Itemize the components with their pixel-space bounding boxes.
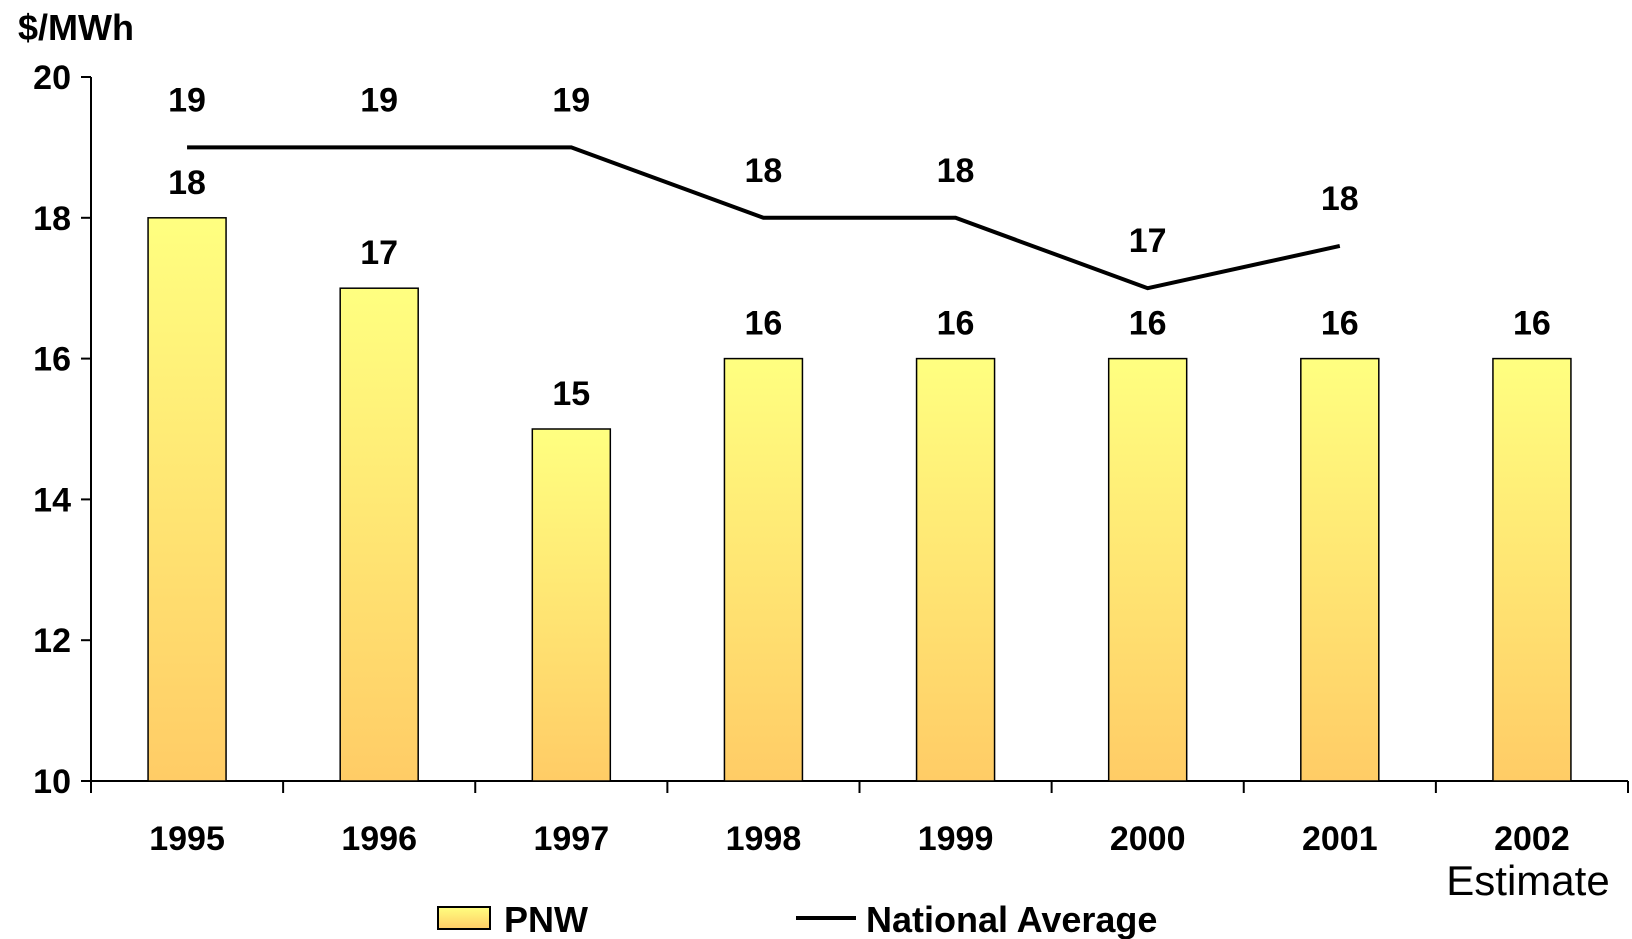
line-data-label: 18 [937, 152, 975, 190]
line-series [187, 145, 1341, 291]
y-axis-title: $/MWh [18, 7, 134, 48]
bar-data-label: 18 [168, 164, 206, 202]
line-data-label: 18 [1321, 180, 1359, 218]
legend-swatch-pnw [437, 906, 491, 930]
legend: PNW National Average [437, 899, 1157, 939]
bar-pnw [723, 357, 804, 782]
x-tick-label: 1997 [533, 820, 609, 858]
bar-data-label: 16 [745, 305, 783, 343]
y-tick-label: 20 [33, 59, 71, 97]
x-tick-label: 2002 [1494, 820, 1570, 858]
national-average-line [187, 145, 1341, 291]
line-data-label: 17 [1129, 222, 1167, 260]
legend-label-pnw: PNW [504, 899, 588, 939]
x-tick-label: 1995 [149, 820, 225, 858]
bar-pnw [1492, 357, 1572, 782]
bar-data-label: 16 [1321, 305, 1359, 343]
bars [147, 217, 1572, 782]
bar-data-label: 16 [1513, 305, 1551, 343]
bar-data-label: 17 [360, 234, 398, 272]
bar-pnw [339, 287, 419, 782]
y-tick-label: 18 [33, 200, 71, 238]
bar-pnw [1107, 357, 1188, 782]
bar-pnw [915, 357, 996, 782]
line-data-label: 19 [168, 81, 206, 119]
bar-pnw [1300, 357, 1380, 782]
data-labels: 18 17 15 16 16 16 16 16 19 19 19 18 18 17 18 [168, 81, 1551, 413]
y-tick-label: 14 [33, 481, 71, 519]
x-tick-label: 1996 [341, 820, 417, 858]
legend-label-national-average: National Average [866, 899, 1157, 939]
y-axis: 10 12 14 16 18 20 [33, 59, 92, 801]
x-axis: 1995 1996 1997 1998 1999 2000 2001 2002 [90, 780, 1629, 858]
y-tick-label: 12 [33, 622, 71, 660]
bar-pnw [147, 217, 227, 782]
line-data-label: 19 [360, 81, 398, 119]
line-data-label: 19 [552, 81, 590, 119]
x-tick-label: 2000 [1110, 820, 1186, 858]
y-tick-label: 10 [33, 763, 71, 801]
x-tick-label: 1998 [726, 820, 802, 858]
bar-data-label: 16 [1129, 305, 1167, 343]
line-data-label: 18 [745, 152, 783, 190]
x-tick-label: 1999 [918, 820, 994, 858]
x-tick-label: 2001 [1302, 820, 1378, 858]
y-tick-label: 16 [33, 341, 71, 379]
estimate-note: Estimate [1446, 857, 1609, 904]
bar-data-label: 15 [552, 375, 590, 413]
bar-data-label: 16 [937, 305, 975, 343]
bar-pnw [531, 428, 612, 782]
